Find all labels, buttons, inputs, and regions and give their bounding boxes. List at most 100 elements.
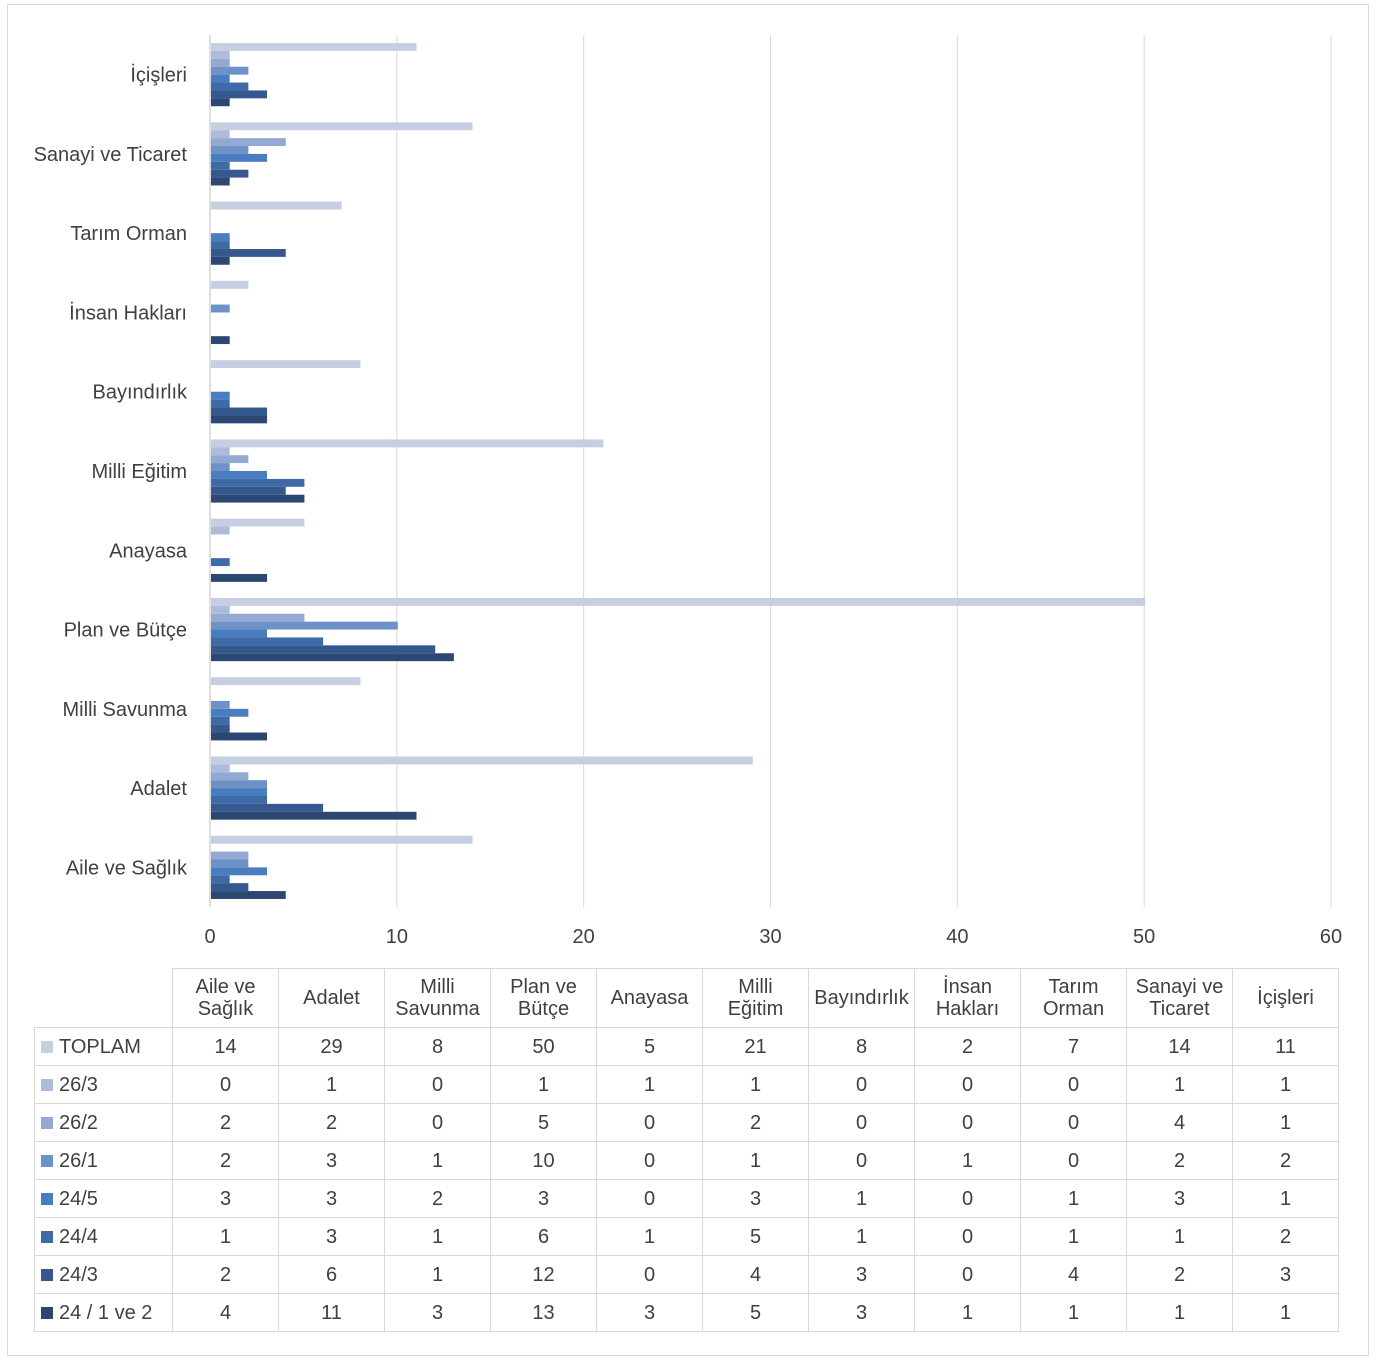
- bar: [211, 677, 361, 686]
- x-tick-label: 50: [1133, 926, 1155, 948]
- table-cell: 0: [1020, 1141, 1127, 1180]
- series-label: TOPLAM: [34, 1027, 173, 1066]
- series-name: 24/4: [59, 1225, 98, 1248]
- table-row: 24/5 3 3 2 3 0 3 1 0 1 3 1: [34, 1179, 1339, 1218]
- column-header: Bayındırlık: [808, 968, 915, 1028]
- table-cell: 2: [172, 1255, 279, 1294]
- bar: [211, 241, 230, 249]
- series-label: 24/5: [34, 1179, 173, 1218]
- category-label: İnsan Hakları: [69, 301, 187, 324]
- bar: [211, 439, 604, 448]
- table-cell: 0: [914, 1179, 1021, 1218]
- table-cell: 4: [172, 1293, 279, 1332]
- bar: [211, 304, 230, 313]
- table-cell: 4: [1020, 1255, 1127, 1294]
- column-header: İnsan Hakları: [914, 968, 1021, 1028]
- table-cell: 3: [384, 1293, 491, 1332]
- table-cell: 0: [914, 1065, 1021, 1104]
- bar: [211, 43, 417, 51]
- bar: [211, 573, 268, 582]
- bar: [211, 700, 230, 709]
- bar: [211, 463, 230, 471]
- series-name: 26/3: [59, 1073, 98, 1096]
- category-label: Bayındırlık: [93, 382, 188, 404]
- table-cell: 0: [596, 1103, 703, 1142]
- gridlines: [209, 35, 1332, 907]
- bar: [211, 130, 230, 139]
- bar: [211, 558, 230, 567]
- category-label: Adalet: [130, 778, 187, 800]
- table-cell: 2: [172, 1141, 279, 1180]
- bar: [211, 851, 249, 860]
- column-header: Anayasa: [596, 968, 703, 1028]
- column-header: Plan ve Bütçe: [490, 968, 597, 1028]
- table-cell: 3: [172, 1179, 279, 1218]
- bar: [211, 835, 473, 844]
- table-cell: 1: [1020, 1179, 1127, 1218]
- table-cell: 0: [914, 1103, 1021, 1142]
- bar: [211, 724, 230, 733]
- bar: [211, 455, 249, 464]
- bar: [211, 629, 268, 638]
- table-cell: 1: [1232, 1293, 1339, 1332]
- series-label: 26/1: [34, 1141, 173, 1180]
- series-label: 24/3: [34, 1255, 173, 1294]
- series-label: 26/3: [34, 1065, 173, 1104]
- bar: [211, 526, 230, 535]
- column-header: Sanayi ve Ticaret: [1126, 968, 1233, 1028]
- table-cell: 1: [596, 1217, 703, 1256]
- legend-key: [41, 1116, 53, 1129]
- bar: [211, 138, 286, 147]
- table-cell: 3: [490, 1179, 597, 1218]
- column-header: Milli Eğitim: [702, 968, 809, 1028]
- table-cell: 3: [702, 1179, 809, 1218]
- table-cell: 1: [490, 1065, 597, 1104]
- table-cell: 2: [1126, 1255, 1233, 1294]
- column-header: Adalet: [278, 968, 385, 1028]
- bar: [211, 177, 230, 186]
- table-cell: 0: [808, 1103, 915, 1142]
- bar: [211, 518, 305, 527]
- table-cell: 1: [702, 1141, 809, 1180]
- series-label: 24 / 1 ve 2: [34, 1293, 173, 1332]
- bar: [211, 336, 230, 345]
- bar: [211, 201, 342, 210]
- series-name: TOPLAM: [59, 1035, 141, 1058]
- table-cell: 0: [384, 1103, 491, 1142]
- bar: [211, 58, 230, 67]
- bar: [211, 716, 230, 725]
- column-header: Tarım Orman: [1020, 968, 1127, 1028]
- bar: [211, 756, 753, 765]
- table-cell: 1: [1126, 1293, 1233, 1332]
- series-name: 26/2: [59, 1111, 98, 1134]
- bar: [211, 883, 249, 892]
- x-tick-label: 30: [759, 926, 781, 948]
- bar: [211, 780, 268, 789]
- table-row: 24/3 2 6 1 12 0 4 3 0 4 2 3: [34, 1255, 1339, 1294]
- bar: [211, 360, 361, 369]
- series-name: 24 / 1 ve 2: [59, 1301, 153, 1324]
- table-cell: 1: [914, 1293, 1021, 1332]
- table-cell: 0: [808, 1141, 915, 1180]
- category-labels: Aile ve Sağlık Adalet Milli Savunma Plan ve…: [34, 64, 188, 880]
- table-cell: 5: [596, 1027, 703, 1066]
- table-cell: 1: [702, 1065, 809, 1104]
- table-cell: 0: [596, 1179, 703, 1218]
- legend-key: [41, 1040, 53, 1053]
- legend-key: [41, 1192, 53, 1205]
- bar: [211, 645, 436, 654]
- column-header: İçişleri: [1232, 968, 1339, 1028]
- table-cell: 1: [808, 1179, 915, 1218]
- bar: [211, 66, 249, 75]
- bar: [211, 811, 417, 820]
- x-tick-label: 0: [204, 926, 215, 948]
- category-label: Milli Eğitim: [91, 461, 187, 483]
- table-cell: 1: [1020, 1217, 1127, 1256]
- table-cell: 0: [914, 1255, 1021, 1294]
- data-table-body: Aile ve Sağlık Adalet Milli Savunma Plan ve Bü…: [34, 968, 1339, 1332]
- bar: [211, 605, 230, 614]
- x-tick-label: 20: [573, 926, 595, 948]
- table-row: 26/2 2 2 0 5 0 2 0 0 0 4 1: [34, 1103, 1339, 1142]
- bar: [211, 708, 249, 717]
- table-cell: 2: [1126, 1141, 1233, 1180]
